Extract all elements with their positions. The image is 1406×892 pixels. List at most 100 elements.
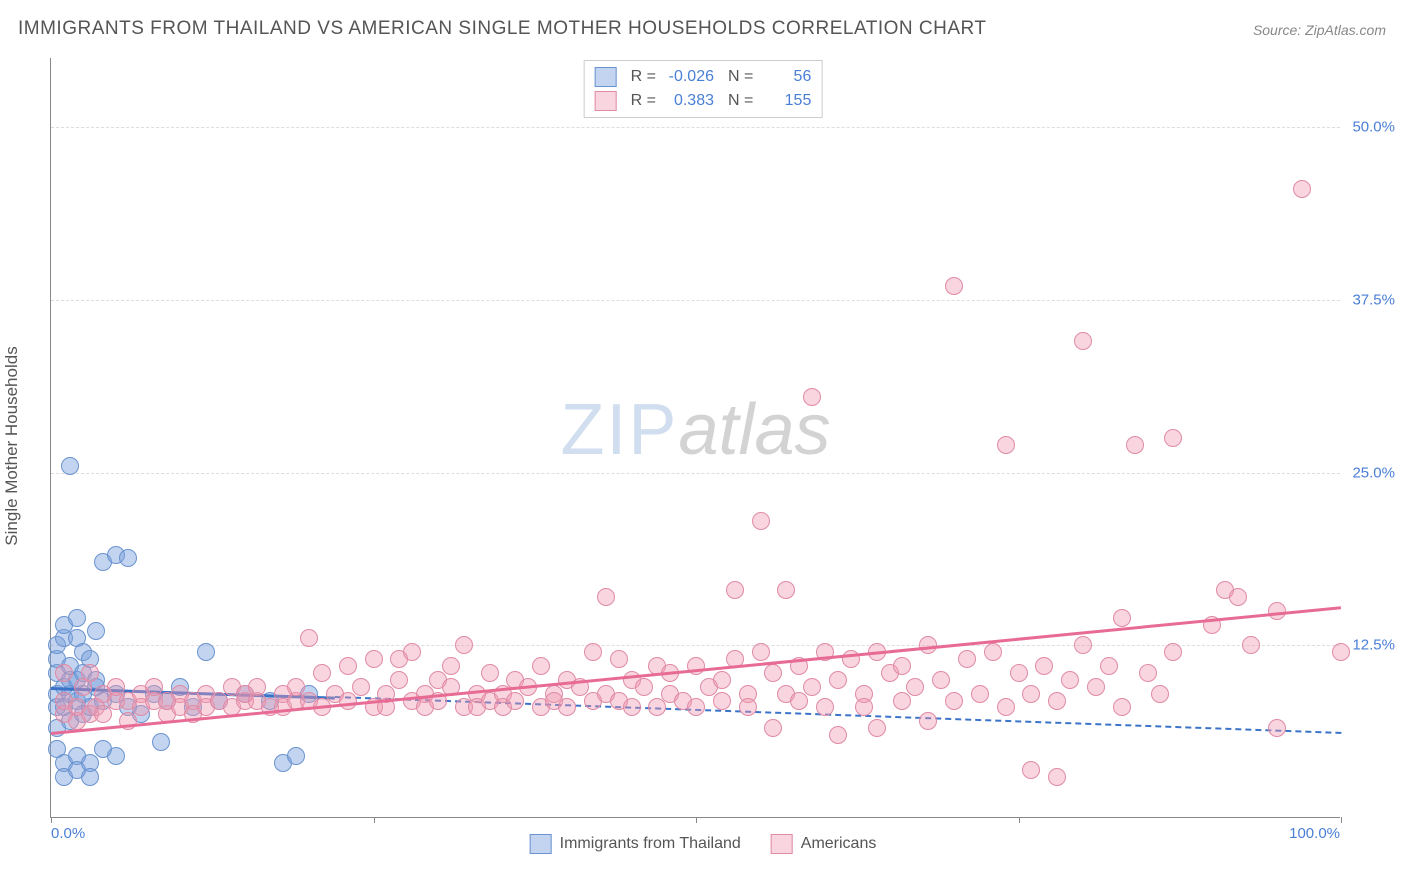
data-point (1087, 678, 1105, 696)
watermark: ZIPatlas (560, 388, 830, 470)
data-point (442, 657, 460, 675)
legend-swatch (771, 834, 793, 854)
legend-swatch (595, 67, 617, 87)
data-point (197, 643, 215, 661)
data-point (1126, 436, 1144, 454)
x-tick-label: 0.0% (51, 825, 85, 842)
data-point (506, 692, 524, 710)
stats-legend-row: R = 0.383 N = 155 (595, 89, 812, 113)
data-point (61, 457, 79, 475)
data-point (248, 678, 266, 696)
x-tick-line (1341, 817, 1342, 823)
x-tick-line (1019, 817, 1020, 823)
data-point (803, 678, 821, 696)
data-point (713, 692, 731, 710)
data-point (1164, 429, 1182, 447)
data-point (1293, 180, 1311, 198)
data-point (1100, 657, 1118, 675)
data-point (919, 712, 937, 730)
data-point (764, 664, 782, 682)
x-tick-label: 100.0% (1289, 825, 1340, 842)
series-legend-item: Immigrants from Thailand (530, 834, 741, 854)
x-tick-line (374, 817, 375, 823)
data-point (152, 733, 170, 751)
data-point (906, 678, 924, 696)
data-point (1151, 685, 1169, 703)
data-point (945, 692, 963, 710)
data-point (81, 664, 99, 682)
series-legend: Immigrants from Thailand Americans (530, 834, 877, 854)
data-point (1113, 609, 1131, 627)
data-point (635, 678, 653, 696)
y-tick-label: 12.5% (1352, 637, 1395, 654)
y-axis-label: Single Mother Households (2, 346, 22, 545)
data-point (287, 747, 305, 765)
data-point (829, 726, 847, 744)
data-point (1268, 719, 1286, 737)
y-tick-label: 50.0% (1352, 119, 1395, 136)
data-point (365, 650, 383, 668)
stat-n-label: N = (728, 92, 753, 110)
chart-container: IMMIGRANTS FROM THAILAND VS AMERICAN SIN… (0, 0, 1406, 892)
gridline (51, 127, 1340, 128)
data-point (752, 643, 770, 661)
stat-n-label: N = (728, 68, 753, 86)
data-point (481, 664, 499, 682)
data-point (1048, 768, 1066, 786)
data-point (777, 581, 795, 599)
plot-area: ZIPatlas 12.5%25.0%37.5%50.0%0.0%100.0% (50, 58, 1340, 818)
data-point (55, 664, 73, 682)
data-point (352, 678, 370, 696)
data-point (339, 692, 357, 710)
data-point (1074, 636, 1092, 654)
data-point (1048, 692, 1066, 710)
data-point (855, 698, 873, 716)
data-point (868, 719, 886, 737)
data-point (390, 671, 408, 689)
stat-r-label: R = (631, 92, 656, 110)
x-tick-line (696, 817, 697, 823)
data-point (1061, 671, 1079, 689)
data-point (623, 698, 641, 716)
data-point (1074, 332, 1092, 350)
data-point (958, 650, 976, 668)
watermark-zip: ZIP (560, 389, 678, 469)
series-legend-label: Americans (801, 835, 877, 853)
data-point (790, 692, 808, 710)
stat-n-value: 155 (761, 92, 811, 110)
data-point (945, 277, 963, 295)
data-point (558, 698, 576, 716)
data-point (1229, 588, 1247, 606)
data-point (300, 629, 318, 647)
stats-legend: R =-0.026N =56R =0.383N =155 (584, 60, 823, 118)
data-point (1139, 664, 1157, 682)
series-legend-item: Americans (771, 834, 877, 854)
gridline (51, 473, 1340, 474)
legend-swatch (595, 91, 617, 111)
data-point (87, 622, 105, 640)
data-point (1268, 602, 1286, 620)
data-point (971, 685, 989, 703)
stat-r-value: -0.026 (664, 68, 714, 86)
data-point (648, 698, 666, 716)
data-point (610, 650, 628, 668)
data-point (687, 698, 705, 716)
data-point (764, 719, 782, 737)
data-point (893, 692, 911, 710)
data-point (739, 698, 757, 716)
data-point (403, 643, 421, 661)
stat-r-label: R = (631, 68, 656, 86)
data-point (816, 698, 834, 716)
data-point (726, 581, 744, 599)
stat-r-value: 0.383 (664, 92, 714, 110)
data-point (313, 664, 331, 682)
data-point (597, 588, 615, 606)
data-point (893, 657, 911, 675)
data-point (713, 671, 731, 689)
chart-title: IMMIGRANTS FROM THAILAND VS AMERICAN SIN… (18, 18, 987, 40)
data-point (997, 698, 1015, 716)
y-tick-label: 25.0% (1352, 464, 1395, 481)
data-point (1242, 636, 1260, 654)
data-point (584, 643, 602, 661)
data-point (1022, 685, 1040, 703)
